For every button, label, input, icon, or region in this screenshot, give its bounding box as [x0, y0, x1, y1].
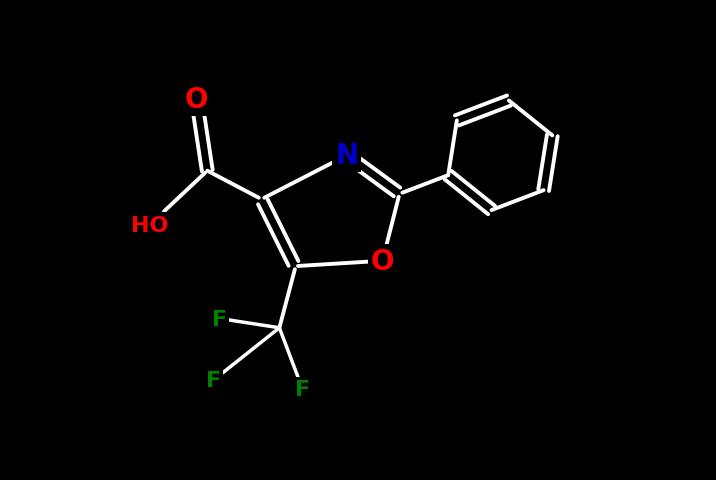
Text: O: O — [371, 247, 395, 275]
Text: F: F — [295, 380, 310, 399]
Text: F: F — [206, 371, 221, 390]
Text: N: N — [335, 142, 359, 170]
Text: O: O — [185, 86, 208, 114]
Text: HO: HO — [131, 215, 169, 235]
Text: F: F — [212, 309, 227, 329]
